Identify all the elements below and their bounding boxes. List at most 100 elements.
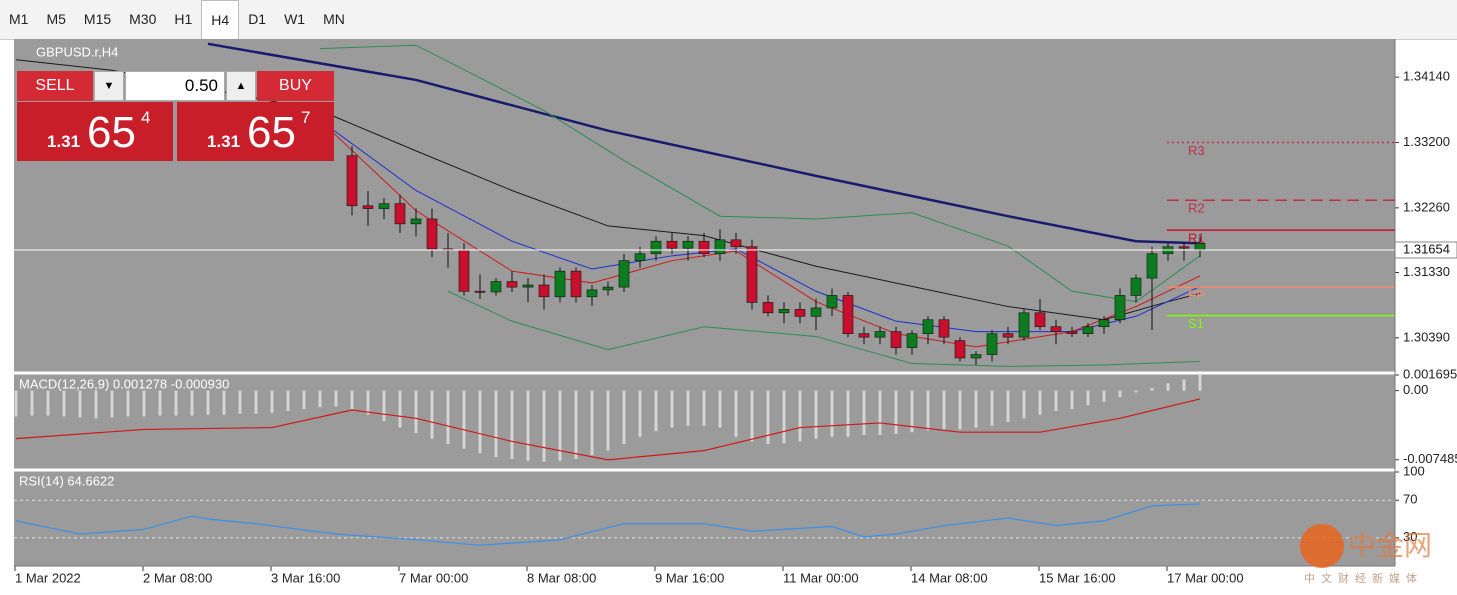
candle-body [1178,246,1190,249]
indicator-title: MACD(12,26,9) 0.001278 -0.000930 [19,376,229,391]
macd-bar [366,390,370,415]
macd-bar [350,390,354,410]
macd-bar [158,390,162,416]
volume-up[interactable]: ▲ [226,71,256,101]
indicator-line [447,290,1201,367]
candle-body [666,240,678,249]
macd-bar [990,390,994,426]
macd-bar [1006,390,1010,423]
symbol-title: GBPUSD.r,H4 [36,44,118,59]
indicator-line [319,44,1201,303]
y-tick-label: 70 [1403,492,1417,507]
watermark-logo-icon [1300,524,1344,568]
timeframe-button[interactable]: D1 [248,11,267,27]
y-tick-label: 1.31330 [1403,264,1450,279]
macd-bar [494,390,498,458]
candle-body [714,239,726,255]
candle-body [778,309,790,314]
macd-bar [734,390,738,437]
watermark-slogan: 中文财经新媒体 [1304,573,1423,585]
macd-bar [14,390,18,417]
candle-body [682,240,694,249]
candle-body [362,205,374,209]
candle-body [858,333,870,338]
x-tick-label: 1 Mar 2022 [15,570,81,585]
macd-bar [254,390,258,414]
pivot-label: PP [1188,288,1205,303]
volume-input[interactable]: 0.50 [125,71,225,101]
chart: R3R2R1PPS11.316541.341401.332001.322601.… [14,39,1457,585]
macd-bar [46,390,50,416]
y-tick-label: 1.30390 [1403,329,1450,344]
macd-bar [286,390,290,411]
macd-bar [1182,379,1186,391]
candle-body [938,319,950,338]
timeframe-button[interactable]: W1 [284,11,306,27]
macd-bar [126,390,130,417]
candle-body [762,302,774,314]
timeframe-button[interactable]: M15 [83,11,112,27]
macd-bar [222,390,226,415]
macd-bar [942,390,946,430]
macd-bar [94,390,98,419]
macd-bar [478,390,482,454]
candle-body [650,240,662,255]
candle-body [1066,331,1078,334]
x-tick-label: 17 Mar 00:00 [1167,570,1244,585]
macd-bar [718,390,722,428]
timeframe-button[interactable]: M1 [9,11,29,27]
bid-big: 1.31 [47,132,81,151]
candle-body [874,331,886,338]
macd-bar [878,390,882,435]
macd-bar [542,390,546,462]
bid-price[interactable]: 1.31 65 4 [17,102,173,161]
x-tick-label: 15 Mar 16:00 [1039,570,1116,585]
ask-pips: 65 [247,108,296,157]
volume-down[interactable]: ▼ [94,71,124,101]
timeframe-button[interactable]: MN [323,11,345,27]
rsi-line [15,503,1201,546]
macd-bar [1086,390,1090,406]
macd-bar [62,390,66,417]
candle-body [1082,326,1094,334]
macd-bar [974,390,978,428]
macd-bar [318,390,322,408]
sell-button[interactable]: SELL [17,71,93,101]
macd-bar [78,390,82,418]
candle-body [1018,312,1030,338]
timeframe-button[interactable]: M5 [46,11,66,27]
timeframe-button[interactable]: H4 [201,0,240,39]
macd-bar [446,390,450,445]
candle-body [1050,326,1062,332]
candle-body [346,155,358,207]
macd-bar [862,390,866,435]
y-tick-label: -0.007485 [1403,451,1457,466]
candle-body [522,284,534,288]
pivot-label: R1 [1188,231,1205,246]
buy-button[interactable]: BUY [257,71,334,101]
candle-body [794,309,806,317]
candle-body [490,281,502,293]
ask-price[interactable]: 1.31 65 7 [177,102,334,161]
macd-bar [398,390,402,428]
candle-body [1130,277,1142,296]
pivot-label: S1 [1188,316,1204,331]
timeframe-toolbar: M1 M5 M15 M30 H1 H4 D1 W1 MN [0,0,1457,40]
one-click-trading: SELL ▼ 0.50 ▲ BUY 1.31 65 4 1.31 65 7 [17,71,334,161]
macd-bar [830,390,834,437]
x-tick-label: 7 Mar 00:00 [399,570,468,585]
candle-body [506,281,518,288]
candle-body [378,203,390,209]
macd-bar [958,390,962,430]
y-tick-label: 30 [1403,529,1417,544]
macd-bar [622,390,626,445]
macd-bar [1054,390,1058,411]
candle-body [458,249,470,292]
candle-body [426,218,438,250]
timeframe-button[interactable]: M30 [129,11,157,27]
candle-body [890,331,902,348]
y-tick-label: 1.33200 [1403,134,1450,149]
timeframe-button[interactable]: H1 [174,11,193,27]
candle-body [410,218,422,225]
candle-body [618,260,630,288]
